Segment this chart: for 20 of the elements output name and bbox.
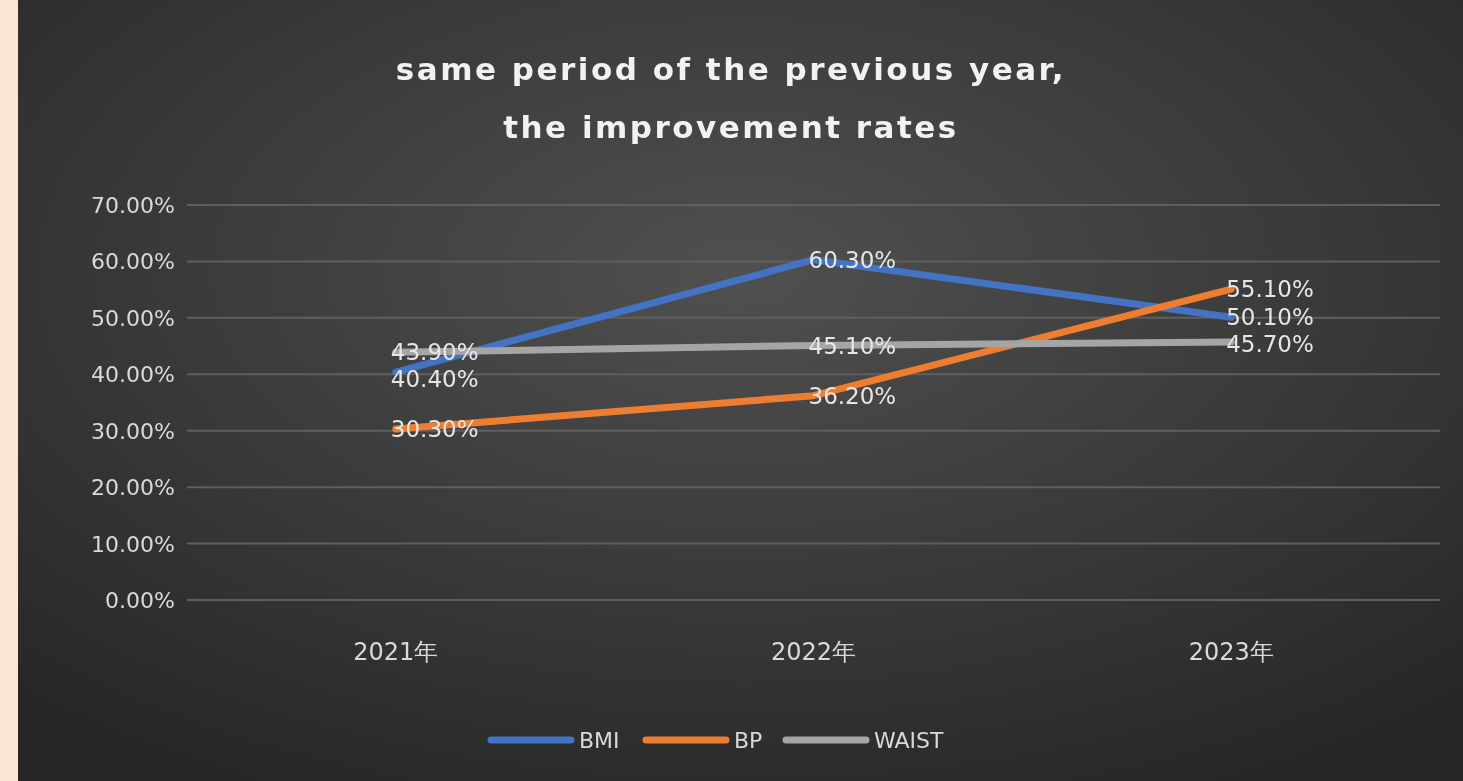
- legend-label: BMI: [579, 728, 620, 753]
- data-label: 40.40%: [390, 366, 479, 393]
- title: same period of the previous year, the improvement rates: [395, 51, 1067, 145]
- ytick: 60.00%: [91, 249, 175, 275]
- xtick: 2023年: [1188, 638, 1274, 666]
- data-label: 50.10%: [1226, 304, 1314, 331]
- xtick: 2021年: [353, 638, 439, 666]
- ytick: 50.00%: [91, 305, 175, 331]
- ytick: 30.00%: [91, 418, 175, 444]
- legend-label: WAIST: [874, 728, 945, 753]
- data-label: 55.10%: [1226, 276, 1314, 303]
- ytick: 10.00%: [91, 531, 175, 557]
- xtick: 2022年: [770, 638, 857, 666]
- ytick: 70.00%: [91, 193, 175, 218]
- legend-label: BP: [734, 728, 763, 753]
- ytick: 0.00%: [105, 588, 175, 613]
- data-label: 45.70%: [1226, 331, 1314, 358]
- ytick: 20.00%: [91, 475, 175, 501]
- ytick: 40.00%: [91, 362, 175, 388]
- data-label: 36.20%: [808, 382, 897, 409]
